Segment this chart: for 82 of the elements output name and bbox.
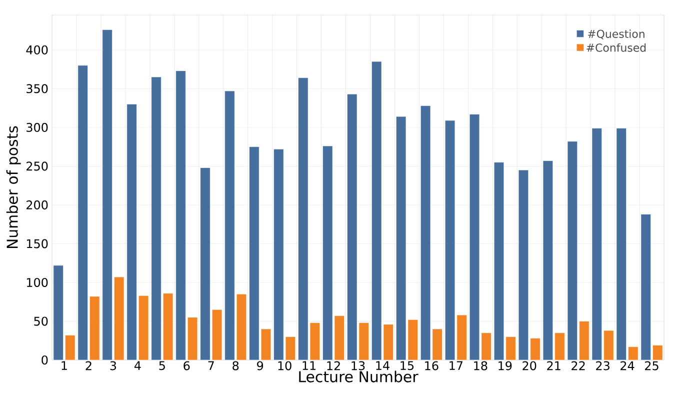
x-tick-label: 24 bbox=[620, 361, 634, 370]
bar bbox=[579, 321, 590, 360]
bar bbox=[616, 128, 626, 360]
x-tick-label: 6 bbox=[184, 361, 190, 370]
x-tick-label: 11 bbox=[302, 361, 316, 370]
bar bbox=[126, 104, 137, 360]
x-tick-label: 21 bbox=[547, 361, 560, 370]
bar bbox=[53, 265, 64, 360]
bar bbox=[530, 338, 540, 360]
bar bbox=[372, 61, 382, 360]
x-tick-label: 25 bbox=[645, 361, 658, 370]
bar bbox=[114, 276, 124, 360]
bar bbox=[543, 160, 553, 360]
x-tick-label: 17 bbox=[450, 361, 462, 370]
x-tick-label: 22 bbox=[572, 361, 585, 370]
bar bbox=[604, 330, 614, 360]
bar bbox=[358, 322, 369, 360]
x-tick-label: 3 bbox=[110, 361, 116, 370]
bar bbox=[249, 146, 260, 360]
bar bbox=[187, 317, 198, 360]
bar bbox=[298, 78, 308, 360]
bar bbox=[151, 76, 162, 360]
bar bbox=[176, 70, 186, 360]
legend-label: #Question bbox=[588, 30, 644, 40]
x-tick-label: 13 bbox=[352, 361, 365, 370]
bar bbox=[163, 293, 174, 360]
y-axis-title: Number of posts bbox=[6, 126, 21, 248]
bar bbox=[334, 316, 344, 360]
bar bbox=[456, 314, 467, 360]
x-axis-title: Lecture Number bbox=[299, 370, 418, 382]
bar bbox=[274, 148, 284, 360]
bar bbox=[90, 296, 100, 360]
bar bbox=[347, 94, 358, 360]
y-tick-label: 200 bbox=[26, 200, 48, 210]
bar bbox=[102, 30, 112, 360]
bar bbox=[236, 294, 247, 360]
x-tick-label: 16 bbox=[425, 361, 438, 370]
y-tick-label: 50 bbox=[34, 316, 48, 326]
bar bbox=[310, 322, 320, 360]
y-tick-label: 0 bbox=[42, 355, 48, 365]
x-tick-label: 18 bbox=[474, 361, 488, 370]
y-tick-label: 150 bbox=[26, 239, 48, 248]
bar bbox=[396, 116, 406, 360]
y-tick-label: 100 bbox=[26, 278, 48, 287]
bar bbox=[78, 65, 88, 360]
bar bbox=[200, 168, 210, 360]
x-tick-label: 12 bbox=[327, 361, 340, 370]
y-tick-label: 350 bbox=[26, 84, 48, 94]
x-tick-label: 23 bbox=[596, 361, 610, 370]
x-tick-label: 10 bbox=[278, 361, 292, 370]
x-tick-label: 5 bbox=[159, 361, 165, 370]
bar bbox=[567, 141, 578, 360]
legend-label: #Confused bbox=[586, 43, 646, 52]
bar bbox=[383, 324, 394, 360]
bar bbox=[420, 106, 431, 360]
bar bbox=[481, 332, 492, 360]
x-tick-label: 19 bbox=[498, 361, 512, 370]
bar bbox=[224, 90, 235, 360]
bar bbox=[554, 332, 565, 360]
bar bbox=[444, 120, 456, 360]
bar bbox=[494, 162, 504, 360]
x-tick-label: 1 bbox=[62, 361, 67, 370]
x-tick-label: 20 bbox=[522, 361, 536, 370]
bar bbox=[518, 170, 529, 360]
x-tick-label: 4 bbox=[134, 361, 141, 370]
bar bbox=[138, 296, 149, 360]
x-tick-label: 14 bbox=[376, 361, 390, 370]
x-tick-label: 7 bbox=[208, 361, 214, 370]
x-tick-label: 9 bbox=[257, 361, 264, 370]
x-tick-label: 2 bbox=[86, 361, 92, 370]
bar bbox=[408, 320, 418, 360]
bar bbox=[469, 114, 480, 360]
x-tick-label: 15 bbox=[400, 361, 414, 370]
y-tick-label: 250 bbox=[26, 162, 48, 171]
x-tick-label: 8 bbox=[232, 361, 239, 370]
y-tick-label: 400 bbox=[26, 45, 48, 54]
y-tick-label: 300 bbox=[26, 122, 48, 132]
bar bbox=[506, 336, 516, 360]
bar bbox=[322, 146, 333, 360]
bar bbox=[212, 309, 222, 360]
bar bbox=[592, 128, 602, 360]
bar bbox=[640, 214, 651, 360]
